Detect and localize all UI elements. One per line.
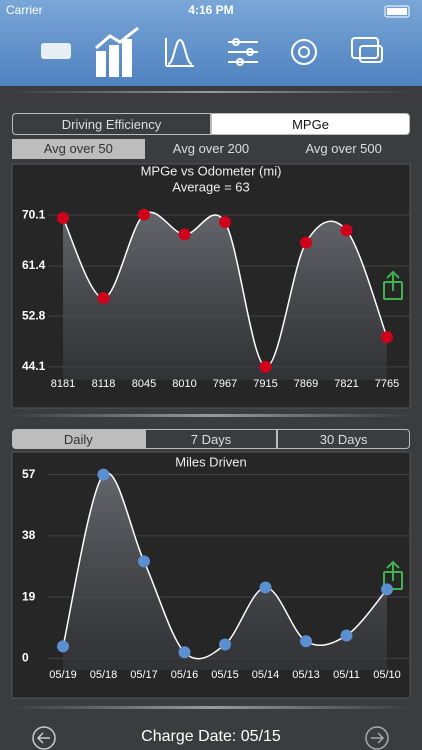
- point: [381, 583, 393, 596]
- chart-subtitle: Average = 63: [172, 179, 249, 194]
- point: [219, 216, 231, 229]
- chart-title: Miles Driven: [175, 454, 247, 469]
- point: [259, 581, 272, 594]
- share-button[interactable]: [383, 560, 403, 590]
- carrier: Carrier: [6, 3, 43, 17]
- separator: [10, 706, 412, 709]
- chart-title: MPGe vs Odometer (mi): [141, 163, 282, 178]
- x-tick-label: 05/15: [211, 669, 239, 681]
- battery-icon: [384, 5, 410, 18]
- y-tick-label: 0: [22, 651, 29, 665]
- x-tick-label: 05/18: [90, 669, 118, 681]
- x-tick-label: 05/19: [49, 669, 77, 681]
- next-button[interactable]: [365, 726, 389, 750]
- tab[interactable]: Daily: [12, 429, 145, 449]
- point: [340, 224, 353, 237]
- x-tick-label: 05/13: [292, 669, 320, 681]
- point: [219, 638, 231, 651]
- y-tick-label: 52.8: [22, 308, 46, 322]
- y-tick-label: 19: [22, 589, 36, 603]
- share-button[interactable]: [383, 270, 403, 300]
- x-tick-label: 8181: [51, 378, 75, 390]
- x-tick-label: 05/14: [252, 669, 280, 681]
- point: [340, 629, 353, 642]
- separator: [10, 91, 412, 93]
- tab[interactable]: Avg over 500: [305, 141, 382, 156]
- tab[interactable]: 7 Days: [144, 429, 278, 449]
- tab[interactable]: Driving Efficiency: [12, 113, 211, 135]
- x-tick-label: 05/17: [130, 669, 158, 681]
- point: [97, 292, 110, 305]
- point: [57, 640, 69, 653]
- point: [259, 360, 272, 373]
- tab[interactable]: Avg over 200: [172, 141, 250, 156]
- x-tick-label: 05/16: [171, 669, 199, 681]
- tab[interactable]: MPGe: [211, 113, 410, 135]
- point: [178, 228, 191, 241]
- x-tick-label: 7765: [375, 378, 399, 390]
- y-tick-label: 44.1: [22, 359, 46, 373]
- charge-date: Charge Date: 05/15: [141, 728, 281, 745]
- prev-button[interactable]: [32, 726, 56, 750]
- point: [57, 212, 69, 225]
- x-tick-label: 7821: [334, 378, 358, 390]
- tab[interactable]: Avg over 50: [12, 139, 145, 159]
- x-tick-label: 7915: [253, 378, 277, 390]
- x-tick-label: 8045: [132, 378, 156, 390]
- point: [138, 208, 150, 221]
- x-tick-label: 05/10: [373, 669, 401, 681]
- line: [62, 211, 388, 368]
- point: [300, 635, 312, 648]
- point: [300, 236, 312, 249]
- area: [63, 472, 387, 670]
- x-tick-label: 7967: [213, 378, 237, 390]
- y-tick-label: 57: [22, 467, 36, 481]
- clock: 4:16 PM: [188, 3, 233, 17]
- area: [63, 212, 387, 380]
- y-tick-label: 70.1: [22, 207, 46, 221]
- battery-level: [387, 8, 407, 15]
- separator: [10, 414, 412, 417]
- nav-icons[interactable]: [41, 26, 383, 77]
- tab[interactable]: 30 Days: [277, 429, 410, 449]
- point: [381, 331, 393, 344]
- point: [178, 646, 191, 659]
- x-tick-label: 7869: [294, 378, 318, 390]
- point: [97, 468, 110, 481]
- x-tick-label: 8118: [92, 378, 116, 390]
- point: [138, 555, 150, 568]
- y-tick-label: 38: [22, 528, 36, 542]
- x-tick-label: 05/11: [333, 669, 360, 681]
- y-tick-label: 61.4: [22, 258, 46, 272]
- x-tick-label: 8010: [172, 378, 196, 390]
